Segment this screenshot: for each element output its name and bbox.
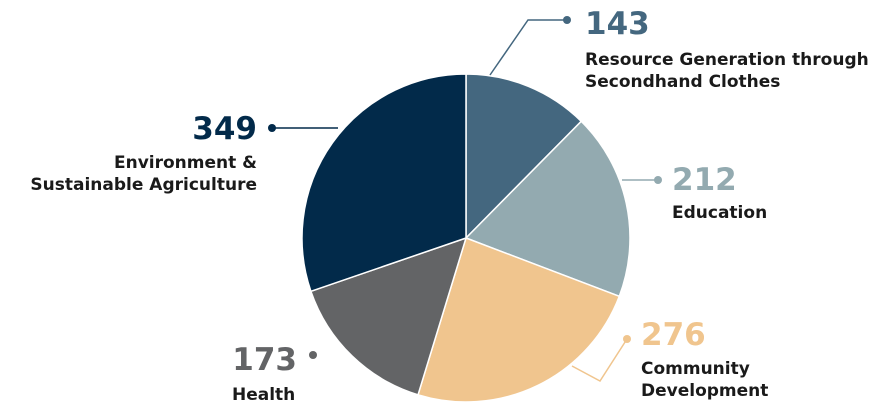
value-label: 212 bbox=[672, 162, 737, 198]
category-label: Health bbox=[232, 385, 296, 405]
pie-slice bbox=[464, 120, 631, 298]
leader-dot bbox=[623, 335, 631, 343]
leader-line bbox=[571, 338, 628, 382]
leader-dot bbox=[654, 176, 662, 184]
pie-slice bbox=[465, 73, 583, 240]
leader-dot bbox=[563, 16, 571, 24]
category-label: Education bbox=[672, 203, 768, 223]
pie-slice bbox=[309, 236, 468, 396]
category-label: Environment & Sustainable Agriculture bbox=[30, 153, 257, 195]
category-label: Community Development bbox=[641, 359, 769, 401]
value-label: 173 bbox=[232, 342, 297, 378]
value-label: 276 bbox=[641, 317, 706, 353]
pie-slice bbox=[417, 237, 621, 403]
pie-slice bbox=[301, 73, 467, 293]
leader-dot bbox=[309, 351, 317, 359]
value-label: 349 bbox=[192, 111, 257, 147]
value-label: 143 bbox=[585, 6, 650, 42]
category-label: Resource Generation through Secondhand C… bbox=[585, 50, 869, 92]
leader-line bbox=[489, 19, 567, 76]
leader-dot bbox=[268, 124, 276, 132]
